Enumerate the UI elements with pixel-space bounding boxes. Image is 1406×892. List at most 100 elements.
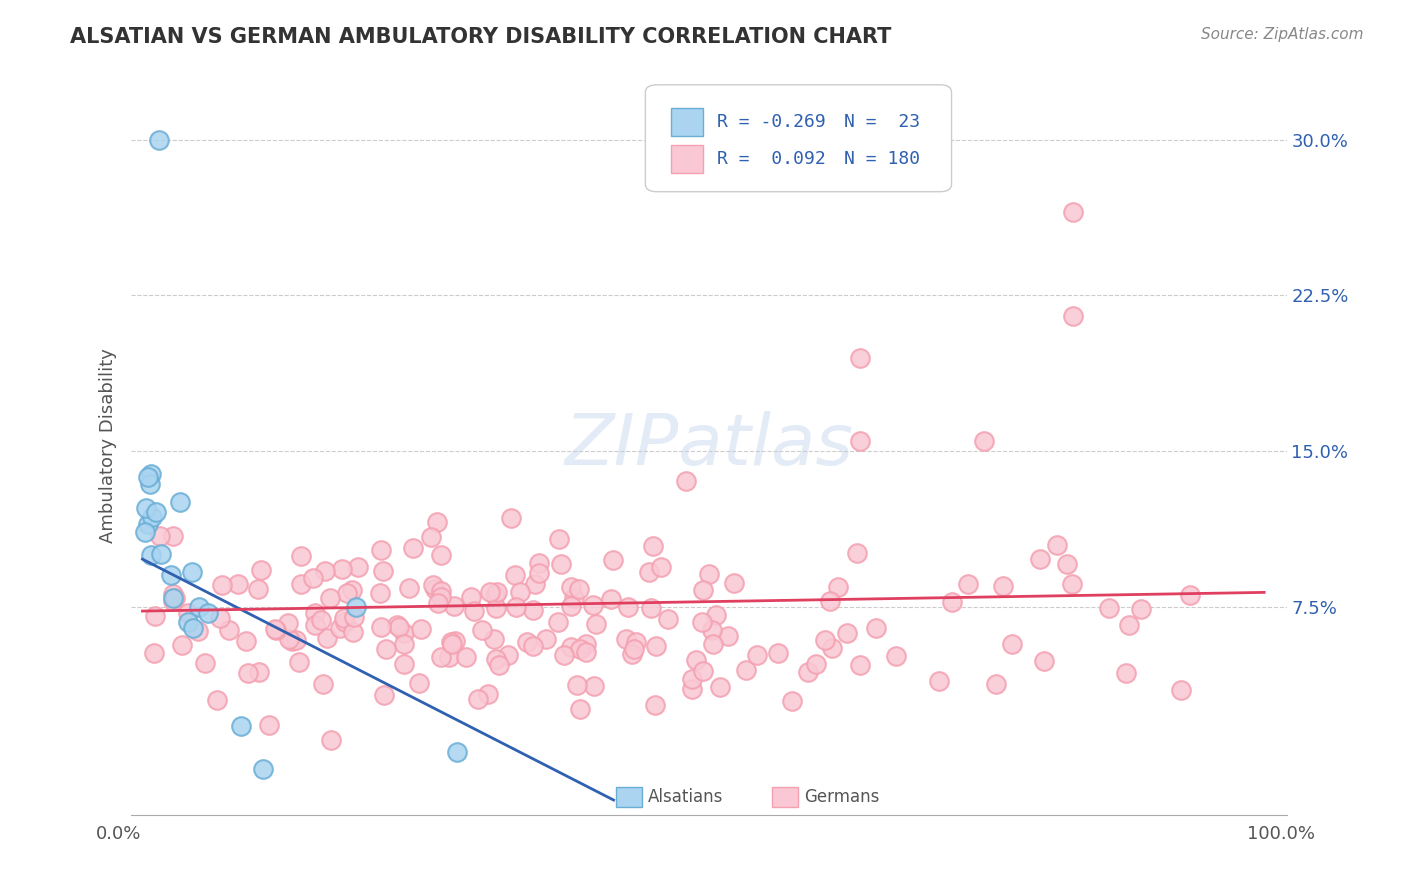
Point — [641, 539, 664, 553]
Point — [575, 645, 598, 659]
Point — [280, 633, 302, 648]
Point — [218, 623, 240, 637]
Point — [564, 591, 586, 605]
Point — [471, 623, 494, 637]
Point — [319, 591, 342, 606]
Point — [264, 622, 287, 636]
Point — [211, 578, 233, 592]
Point — [235, 633, 257, 648]
Point — [138, 470, 160, 484]
Bar — [772, 787, 797, 807]
Point — [723, 575, 745, 590]
Point — [409, 622, 432, 636]
Point — [371, 564, 394, 578]
Point — [343, 610, 366, 624]
Point — [734, 663, 756, 677]
Point — [143, 609, 166, 624]
Point — [162, 591, 184, 606]
Point — [181, 621, 204, 635]
Point — [565, 678, 588, 692]
Point — [529, 566, 551, 581]
Point — [460, 590, 482, 604]
Point — [582, 679, 605, 693]
Point — [398, 581, 420, 595]
Point — [159, 568, 181, 582]
Point — [333, 611, 356, 625]
Bar — [671, 145, 703, 173]
Point — [247, 582, 270, 597]
Point — [336, 586, 359, 600]
Text: Germans: Germans — [804, 788, 879, 805]
Point — [314, 564, 336, 578]
Point — [229, 719, 252, 733]
Point — [205, 693, 228, 707]
Point — [134, 524, 156, 539]
Point — [290, 577, 312, 591]
Point — [139, 467, 162, 481]
Point — [626, 635, 648, 649]
Point — [623, 641, 645, 656]
Point — [194, 656, 217, 670]
Point — [236, 665, 259, 680]
Point — [928, 673, 950, 688]
Point — [547, 615, 569, 629]
Point — [162, 594, 184, 608]
Point — [162, 587, 184, 601]
Point — [865, 621, 887, 635]
Point — [568, 702, 591, 716]
Point — [516, 635, 538, 649]
Point — [290, 549, 312, 563]
Point — [527, 557, 550, 571]
Point — [614, 632, 637, 646]
Point — [344, 599, 367, 614]
Point — [547, 533, 569, 547]
Point — [681, 681, 703, 696]
Point — [600, 591, 623, 606]
Point — [991, 579, 1014, 593]
Text: ZIPatlas: ZIPatlas — [564, 411, 853, 481]
Point — [444, 633, 467, 648]
Point — [569, 641, 592, 656]
Point — [690, 615, 713, 630]
Point — [370, 620, 392, 634]
Point — [392, 626, 415, 640]
Point — [704, 607, 727, 622]
Point — [1000, 637, 1022, 651]
Point — [692, 664, 714, 678]
Point — [329, 620, 352, 634]
Point — [387, 617, 409, 632]
Point — [685, 653, 707, 667]
Point — [446, 745, 468, 759]
Point — [333, 615, 356, 629]
Point — [522, 639, 544, 653]
Point — [505, 599, 527, 614]
Point — [582, 598, 605, 612]
Point — [149, 529, 172, 543]
Point — [806, 657, 828, 671]
Point — [484, 632, 506, 646]
Point — [264, 623, 287, 637]
Point — [1098, 601, 1121, 615]
Point — [814, 632, 837, 647]
FancyBboxPatch shape — [645, 85, 952, 192]
Text: R = -0.269: R = -0.269 — [717, 113, 825, 131]
Point — [162, 528, 184, 542]
Point — [1170, 683, 1192, 698]
Point — [408, 676, 430, 690]
Point — [443, 599, 465, 613]
Point — [1056, 557, 1078, 571]
Point — [302, 571, 325, 585]
Point — [252, 762, 274, 776]
Point — [467, 691, 489, 706]
Point — [496, 648, 519, 663]
Point — [485, 652, 508, 666]
Point — [463, 604, 485, 618]
Point — [347, 560, 370, 574]
Y-axis label: Ambulatory Disability: Ambulatory Disability — [100, 349, 117, 543]
Point — [478, 585, 501, 599]
Point — [402, 541, 425, 555]
Point — [340, 583, 363, 598]
Point — [440, 637, 463, 651]
Text: 0.0%: 0.0% — [96, 825, 141, 843]
Point — [208, 610, 231, 624]
